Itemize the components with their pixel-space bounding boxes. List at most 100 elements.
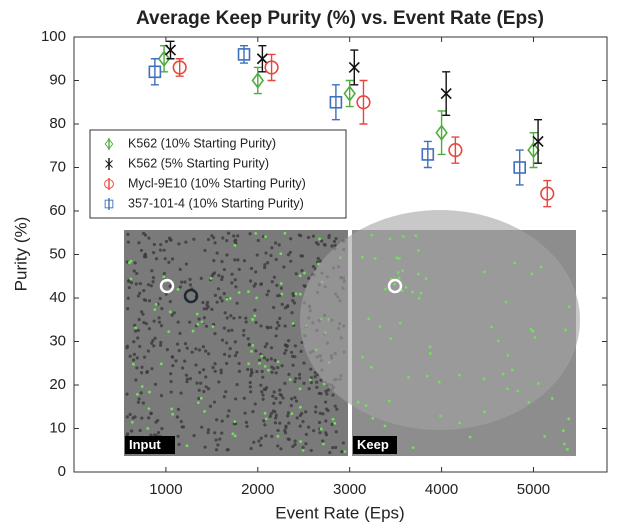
marker [264,60,279,75]
cell [290,350,294,355]
cell [324,400,328,404]
cell [313,371,317,375]
green-cell [530,272,534,276]
cell [261,393,265,397]
cell [142,355,147,359]
green-cell [250,349,253,353]
cell [331,446,335,450]
cell [202,307,206,311]
cell [278,316,282,320]
cell [138,344,142,349]
cell [261,397,265,401]
cell [252,284,256,288]
cell [279,286,283,290]
cell [278,388,282,392]
cell [236,234,240,238]
cell [270,370,274,374]
cell [214,438,218,442]
cell [284,348,288,352]
marker [237,48,251,61]
cell [273,421,278,425]
green-cell [288,378,292,382]
cell [282,265,286,269]
green-cell [154,302,158,306]
green-cell [225,297,229,301]
cell [126,232,130,236]
cell [312,429,316,433]
cell [275,320,280,325]
cell [244,320,248,324]
y-tick-label: 50 [49,245,66,262]
green-cell [401,235,405,238]
cell [315,385,319,389]
cell [169,390,173,394]
cell [264,434,268,438]
cell [278,401,282,405]
highlight-circle [159,278,175,294]
cell [232,316,236,320]
cell [295,416,299,420]
cell [180,280,184,284]
cell [218,437,222,441]
marker [527,141,540,159]
green-cell [148,390,151,394]
cell [324,419,328,423]
green-cell [290,412,294,416]
cell [249,390,253,394]
y-tick-label: 40 [49,289,66,306]
cell [246,337,250,341]
cell [136,400,141,404]
cell [140,416,144,420]
cell [233,278,237,282]
cell [204,324,209,328]
y-tick-label: 100 [41,28,66,45]
cell [227,409,231,413]
cell [269,357,273,361]
cell [328,450,332,455]
cell [132,340,136,344]
cell [137,397,141,401]
inset-image: Keep [300,210,580,456]
cell [219,368,223,372]
cell [184,240,188,244]
cell [175,415,179,419]
green-cell [510,368,514,372]
cell [146,349,150,353]
cell [283,431,288,435]
cell [276,444,280,448]
cell [233,354,238,358]
marker [251,72,265,89]
cell [249,368,254,372]
cell [151,276,156,280]
cell [225,253,229,257]
cell [327,235,331,240]
cell [304,410,308,414]
green-cell [361,355,364,359]
green-cell [414,234,418,237]
green-cell [331,417,335,421]
green-cell [417,296,421,300]
y-axis-label: Purity (%) [11,217,30,292]
cell [265,325,269,329]
cell [248,232,252,236]
cell [300,254,305,258]
cell [302,361,306,365]
cell [237,267,241,272]
error-bar [423,140,432,169]
cell [248,385,252,389]
cell [283,324,287,328]
cell [242,259,247,263]
cell [290,397,294,401]
cell [222,267,226,272]
cell [324,433,329,437]
marker [104,138,114,150]
cell [224,341,229,345]
cell [203,445,207,449]
cell [253,402,257,406]
cell [233,340,237,344]
cell [341,441,346,445]
green-cell [501,372,505,376]
cell [147,416,151,420]
cell [199,381,203,385]
green-cell [298,274,302,278]
